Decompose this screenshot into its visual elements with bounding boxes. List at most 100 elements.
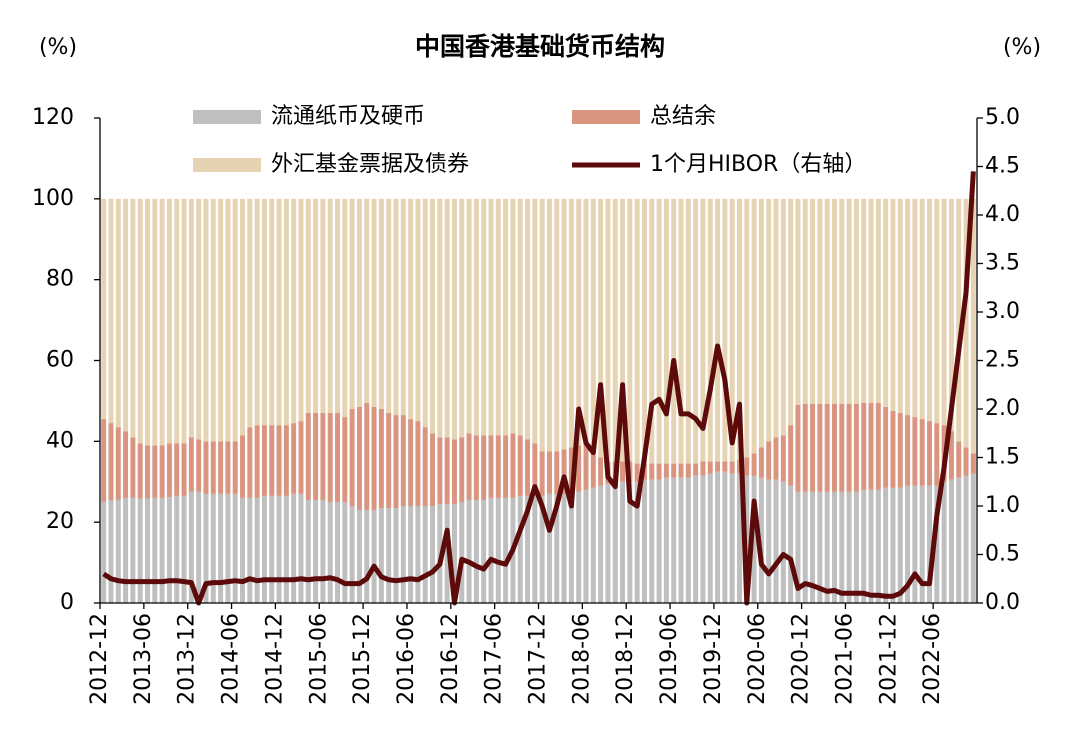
bar (276, 198, 282, 426)
bar (378, 409, 384, 509)
y-tick-label: 20 (46, 509, 74, 534)
bar (473, 198, 479, 436)
x-tick-label: 2014-06 (219, 613, 244, 705)
bar (437, 437, 443, 504)
bar (166, 198, 172, 444)
bar (546, 493, 552, 603)
bar (196, 198, 202, 440)
bar (532, 198, 538, 444)
bar (525, 439, 531, 496)
bar (883, 487, 889, 603)
bar (115, 427, 121, 500)
bar (430, 506, 436, 603)
bar (839, 491, 845, 603)
bar (313, 413, 319, 500)
bar (671, 477, 677, 603)
x-tick-label: 2021-12 (876, 613, 901, 705)
bar (927, 421, 932, 486)
bar (108, 198, 114, 424)
bar (305, 499, 311, 603)
bar (371, 510, 377, 603)
bar (729, 198, 735, 462)
bar (466, 499, 472, 603)
bar (693, 463, 699, 476)
bar (590, 453, 596, 488)
bar (758, 477, 764, 603)
bar (459, 437, 465, 502)
bar (269, 198, 275, 426)
x-tick-label: 2016-06 (394, 613, 419, 705)
bar (181, 198, 187, 444)
bar (210, 198, 216, 442)
bar (123, 198, 129, 432)
bar (451, 439, 457, 504)
x-tick-label: 2020-06 (745, 613, 770, 705)
bar (232, 441, 238, 494)
bar (335, 501, 341, 603)
bar (123, 497, 129, 603)
bar (685, 463, 691, 478)
bar (152, 497, 158, 603)
bar (927, 198, 932, 422)
bar (795, 198, 801, 405)
bar (349, 409, 355, 506)
bar (634, 481, 640, 603)
bar (364, 510, 370, 603)
bar (956, 477, 962, 603)
bar (488, 435, 494, 498)
bar (883, 198, 889, 407)
bar (422, 427, 428, 506)
bar (276, 425, 282, 496)
bar (283, 425, 289, 496)
bar (539, 451, 545, 496)
bar (291, 493, 297, 603)
y2-tick-label: 1.5 (985, 445, 1020, 470)
bar (707, 461, 713, 474)
bar (846, 491, 852, 603)
bar (283, 198, 289, 426)
bar (620, 198, 626, 462)
bar (766, 198, 772, 442)
bar (356, 406, 362, 511)
bar (758, 447, 764, 478)
bar (174, 443, 180, 496)
bar (832, 491, 837, 603)
bar (532, 495, 538, 603)
bar (276, 495, 282, 603)
legend-swatch (572, 110, 640, 124)
bar (568, 447, 574, 492)
bar (422, 198, 428, 428)
bar (715, 198, 721, 462)
bar (948, 479, 954, 603)
bar (875, 489, 881, 603)
bar (934, 198, 940, 424)
y2-tick-label: 3.0 (985, 299, 1020, 324)
bar (546, 451, 552, 494)
bar (751, 453, 757, 476)
bar (568, 491, 574, 603)
bar (722, 461, 728, 472)
bar (897, 198, 903, 414)
bar (145, 498, 150, 603)
bar (298, 493, 304, 603)
x-tick-label: 2016-12 (438, 613, 463, 705)
bar (576, 491, 582, 603)
bar (766, 479, 772, 603)
bar (663, 463, 669, 478)
y2-tick-label: 5.0 (985, 105, 1020, 130)
y2-tick-label: 0.0 (985, 590, 1020, 615)
bar (678, 463, 684, 478)
bar (561, 449, 567, 494)
bar (261, 198, 267, 426)
bar (240, 435, 245, 498)
bar (934, 423, 940, 486)
bar (437, 198, 443, 438)
bar (802, 198, 808, 404)
bar (890, 198, 896, 412)
bar (269, 425, 275, 496)
bar (576, 198, 582, 446)
bar (912, 485, 918, 603)
bar (101, 198, 107, 420)
bar (919, 485, 925, 603)
